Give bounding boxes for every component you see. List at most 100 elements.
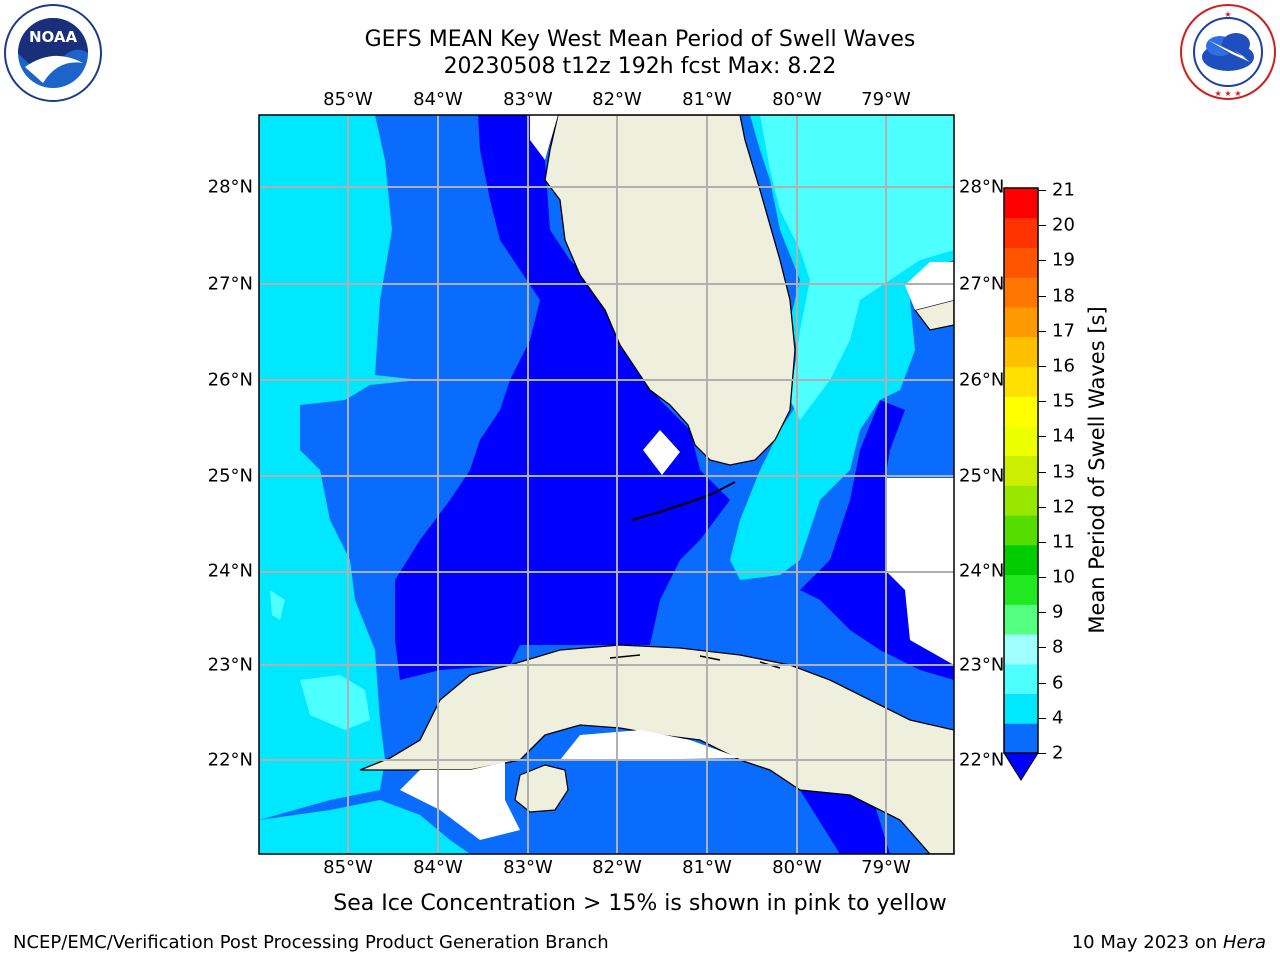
- colorbar-tick-mark: [1038, 260, 1046, 262]
- svg-text:★: ★: [1224, 10, 1231, 19]
- colorbar-tick-mark: [1038, 753, 1046, 754]
- colorbar-tick-mark: [1038, 682, 1046, 684]
- colorbar-block: [1004, 336, 1038, 367]
- colorbar-tick-label: 16: [1052, 355, 1075, 377]
- colorbar-tick-label: 10: [1052, 566, 1075, 588]
- colorbar-tick-mark: [1038, 365, 1046, 367]
- lon-label-top: 85°W: [323, 89, 373, 110]
- svg-text:NOAA: NOAA: [29, 28, 78, 46]
- masked-area-1: [643, 430, 680, 475]
- colorbar-frame: [1003, 187, 1039, 754]
- colorbar-block: [1004, 723, 1038, 754]
- masked-area-6: [400, 762, 520, 840]
- lon-label-top: 84°W: [413, 89, 463, 110]
- lat-label-left: 23°N: [207, 654, 253, 676]
- lon-label-bottom: 84°W: [413, 857, 463, 878]
- chart-title: GEFS MEAN Key West Mean Period of Swell …: [364, 27, 916, 52]
- lat-label-left: 24°N: [207, 560, 253, 582]
- colorbar-tick-label: 2: [1052, 742, 1064, 764]
- colorbar-block: [1004, 634, 1038, 665]
- colorbar-block: [1004, 188, 1038, 219]
- colorbar-block: [1004, 277, 1038, 308]
- footer-host: Hera: [1222, 932, 1266, 953]
- footer-date-text: 10 May 2023 on: [1071, 932, 1223, 953]
- colorbar-tick-mark: [1038, 190, 1046, 191]
- florida-keys: [631, 481, 736, 521]
- contour-below-2-east: [800, 400, 954, 680]
- svg-text:★ ★ ★: ★ ★ ★: [1214, 89, 1241, 98]
- lon-label-bottom: 81°W: [682, 857, 732, 878]
- lon-label-bottom: 83°W: [503, 857, 553, 878]
- lat-label-right: 24°N: [959, 560, 1005, 582]
- colorbar-tick-mark: [1038, 577, 1046, 579]
- lat-label-left: 27°N: [207, 273, 253, 295]
- colorbar-tick-label: 4: [1052, 707, 1064, 729]
- colorbar-tick-label: 14: [1052, 425, 1075, 447]
- footer-credit: NCEP/EMC/Verification Post Processing Pr…: [13, 932, 609, 953]
- colorbar-tick-mark: [1038, 330, 1046, 332]
- sea-ice-note: Sea Ice Concentration > 15% is shown in …: [333, 891, 947, 916]
- masked-area-4: [530, 115, 558, 160]
- colorbar-tick-label: 15: [1052, 390, 1075, 412]
- colorbar-tick-label: 21: [1052, 179, 1075, 201]
- lon-label-bottom: 79°W: [861, 857, 911, 878]
- colorbar-block: [1004, 604, 1038, 635]
- contour-6-8-west: [300, 675, 370, 730]
- lon-label-top: 83°W: [503, 89, 553, 110]
- colorbar-block: [1004, 396, 1038, 427]
- lon-label-bottom: 82°W: [592, 857, 642, 878]
- colorbar-block: [1004, 425, 1038, 457]
- lat-label-right: 25°N: [959, 465, 1005, 487]
- colorbar-block: [1004, 574, 1038, 605]
- chart-subtitle: 20230508 t12z 192h fcst Max: 8.22: [443, 54, 837, 79]
- map-frame: [258, 114, 955, 855]
- land-florida: [544, 115, 796, 466]
- masked-area-5: [560, 730, 740, 760]
- colorbar-block: [1004, 217, 1038, 248]
- lat-label-right: 22°N: [959, 749, 1005, 771]
- colorbar-tick-label: 20: [1052, 214, 1075, 236]
- lat-label-right: 26°N: [959, 369, 1005, 391]
- lat-label-left: 26°N: [207, 369, 253, 391]
- colorbar-tick-label: 17: [1052, 320, 1075, 342]
- contour-4-6-west: [259, 115, 420, 820]
- colorbar-tick-mark: [1038, 225, 1046, 227]
- colorbar-block: [1004, 485, 1038, 516]
- lon-label-bottom: 85°W: [323, 857, 373, 878]
- colorbar-label: Mean Period of Swell Waves [s]: [1085, 306, 1109, 634]
- colorbar-block: [1004, 455, 1038, 486]
- colorbar-tick-label: 8: [1052, 636, 1064, 658]
- lon-label-bottom: 80°W: [772, 857, 822, 878]
- contour-4-6-sw: [259, 800, 470, 854]
- lon-label-top: 81°W: [682, 89, 732, 110]
- colorbar-block: [1004, 247, 1038, 278]
- colorbar-tick-label: 13: [1052, 461, 1075, 482]
- colorbar-tick-mark: [1038, 506, 1046, 508]
- colorbar-tick-mark: [1038, 647, 1046, 649]
- lat-label-left: 28°N: [207, 176, 253, 198]
- colorbar-block: [1004, 306, 1038, 338]
- colorbar-tick-mark: [1038, 612, 1046, 614]
- colorbar-tick-mark: [1038, 295, 1046, 297]
- contour-6-8-west2: [270, 590, 285, 620]
- colorbar-tick-label: 6: [1052, 672, 1064, 694]
- masked-area-3: [905, 262, 954, 310]
- graticule: [259, 115, 954, 854]
- lat-label-left: 25°N: [207, 465, 253, 487]
- lon-label-top: 79°W: [861, 89, 911, 110]
- lon-label-top: 82°W: [592, 89, 642, 110]
- lat-label-right: 27°N: [959, 273, 1005, 295]
- noaa-logo: NOAA: [4, 4, 102, 102]
- colorbar-tick-mark: [1038, 541, 1046, 543]
- footer-date: 10 May 2023 on Hera: [1072, 932, 1266, 953]
- colorbar-tick-label: 12: [1052, 496, 1075, 518]
- lat-label-right: 28°N: [959, 176, 1005, 198]
- lon-label-top: 80°W: [772, 89, 822, 110]
- colorbar-tick-mark: [1038, 717, 1046, 719]
- colorbar-tick-label: 18: [1052, 285, 1075, 307]
- colorbar-block: [1004, 366, 1038, 397]
- colorbar-tick-mark: [1038, 471, 1046, 473]
- nws-logo: ★ ★ ★ ★: [1180, 4, 1276, 100]
- colorbar-tick-mark: [1038, 436, 1046, 438]
